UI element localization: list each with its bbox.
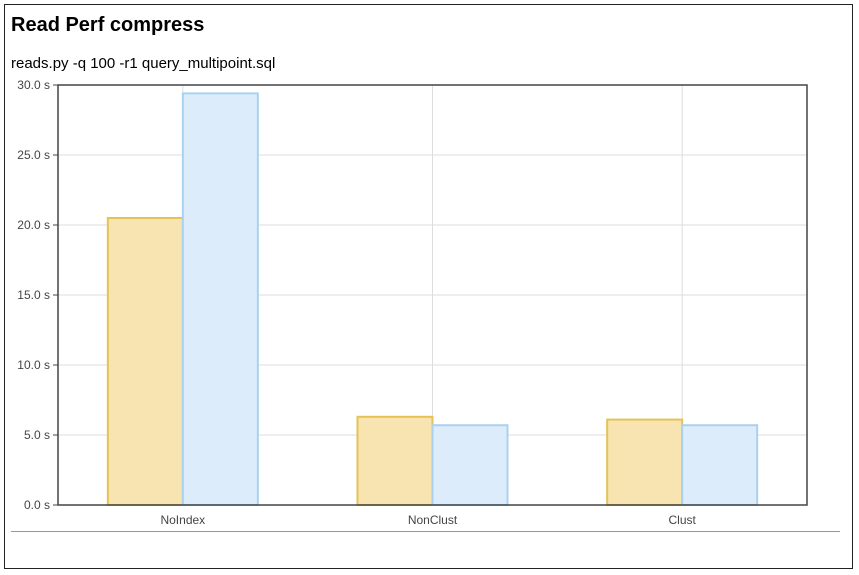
bar-clust-series-2 bbox=[681, 424, 759, 507]
y-tick-label: 15.0 s bbox=[17, 288, 50, 302]
chart-subtitle: reads.py -q 100 -r1 query_multipoint.sql bbox=[11, 55, 276, 72]
y-tick-label: 10.0 s bbox=[17, 358, 50, 372]
plot-area-border bbox=[57, 84, 808, 506]
x-tick-label: NonClust bbox=[408, 513, 458, 527]
x-tick-label: Clust bbox=[668, 513, 696, 527]
y-tick-label: 25.0 s bbox=[17, 148, 50, 162]
y-tick-label: 30.0 s bbox=[17, 78, 50, 92]
bar-nonclust-series-2 bbox=[431, 424, 509, 507]
chart-title: Read Perf compress bbox=[11, 14, 205, 36]
y-tick-label: 20.0 s bbox=[17, 218, 50, 232]
divider bbox=[11, 531, 840, 532]
bar-nonclust-series-1 bbox=[356, 415, 434, 506]
bar-noindex-series-1 bbox=[106, 217, 184, 506]
bar-clust-series-1 bbox=[606, 418, 684, 507]
y-tick-label: 5.0 s bbox=[24, 428, 50, 442]
x-tick-label: NoIndex bbox=[160, 513, 205, 527]
bar-noindex-series-2 bbox=[181, 92, 259, 507]
y-tick-label: 0.0 s bbox=[24, 498, 50, 512]
